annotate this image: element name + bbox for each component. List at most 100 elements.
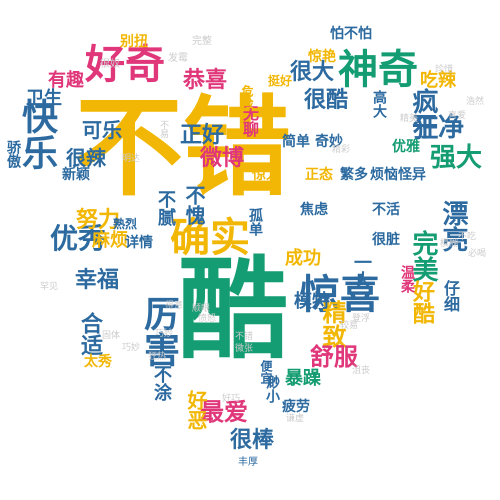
word-22: 很酷 [304,88,349,113]
word-77: 明达 [122,154,141,164]
word-20: 干净 [412,113,465,143]
word-7: 惊喜 [300,272,380,318]
word-69: 渺小 [264,375,280,403]
word-92: 愤怒 [198,314,217,324]
word-78: 不易 [158,120,168,138]
word-57: 不活 [372,202,400,218]
word-31: 麻烦 [92,230,128,251]
word-23: 合适 [77,312,102,356]
word-51: 挺好 [268,74,293,88]
word-58: 很脏 [372,232,400,248]
word-60: 孤单 [247,208,263,236]
word-94: 罕见 [40,282,59,292]
word-29: 吃辣 [420,70,456,91]
word-85: 狂热 [148,352,167,362]
word-76: 喜爱 [448,111,467,121]
word-50: 惊艳 [308,49,336,65]
word-40: 好酷 [409,280,434,324]
word-91: 得意 [165,301,184,311]
word-55: 怪异 [398,167,426,183]
word-73: 很奴 [100,59,120,70]
word-52: 危险 [240,85,254,109]
word-4: 神奇 [338,47,418,93]
word-3: 好奇 [85,42,165,88]
word-9: 恭喜 [183,68,228,93]
word-10: 精致 [318,300,346,348]
word-89: 沮丧 [352,366,371,376]
word-59: 正态 [305,167,333,183]
word-65: 怕不怕 [330,26,372,42]
word-30: 努力 [76,208,121,233]
word-26: 很棒 [230,428,275,453]
word-1: 酷 [178,246,288,374]
word-82: 必喝 [468,249,487,259]
word-86: 巧妙 [122,343,141,353]
word-98: 不错 [235,332,254,342]
word-19: 强大 [430,143,483,173]
word-0: 不错 [75,86,292,211]
word-21: 舒服 [310,343,358,371]
word-11: 很大 [290,60,335,85]
word-95: 不吃 [458,232,477,242]
word-8: 优秀 [50,222,107,255]
word-12: 疯狂 [408,88,438,140]
word-45: 不涂 [151,365,172,401]
word-6: 厉害 [138,295,179,367]
word-67: 温柔 [399,265,415,293]
word-71: 发霉 [168,53,188,64]
word-15: 幸福 [75,268,120,293]
word-68: 便宜 [259,360,273,384]
word-24: 可乐 [82,118,122,142]
word-90: 好巧 [222,394,241,404]
word-25: 很辣 [66,146,106,170]
word-83: 登浮 [352,314,371,324]
word-87: 微张 [235,344,254,354]
word-17: 完美 [408,230,438,282]
word-53: 惊人 [252,167,280,183]
word-84: 较易 [340,321,359,331]
word-18: 漂亮 [438,200,468,252]
word-97: 巧妙 [155,329,174,339]
word-74: 珍惜 [435,65,454,75]
word-33: 不愧 [182,185,206,225]
word-80: 精美 [400,114,419,124]
word-13: 正好 [180,123,225,148]
word-34: 成功 [285,248,321,269]
word-79: 固体 [102,331,121,341]
word-2: 确实 [170,215,250,261]
word-44: 好恶 [184,390,208,430]
word-28: 卫生 [26,88,62,109]
word-42: 仔细 [441,280,460,312]
word-16: 最爱 [200,398,248,426]
word-72: 完整 [192,36,212,47]
word-37: 暴躁 [285,368,321,389]
word-54: 烦恼 [370,167,398,183]
word-81: 模糊 [440,239,459,249]
word-96: 精彩 [332,145,351,155]
word-48: 奇妙 [315,134,343,150]
word-62: 熟烈 [113,217,138,231]
word-38: 疲劳 [282,399,310,415]
word-66: 骄傲 [5,140,21,168]
word-43: 太秀 [84,354,112,370]
word-47: 高大 [371,90,387,118]
word-56: 焦虑 [300,202,328,218]
word-41: 优雅 [392,139,420,155]
word-49: 简单 [282,134,310,150]
word-46: 无聊 [240,105,259,137]
word-5: 快乐 [16,98,57,170]
word-14: 微博 [200,146,245,171]
word-63: 新颖 [62,167,90,183]
word-61: 详情 [125,235,153,251]
word-70: 丰厚 [238,457,258,468]
word-27: 有趣 [48,70,84,91]
word-35: 模特 [294,291,330,312]
word-39: 繁多 [340,167,368,183]
word-88: 谦虚 [286,414,305,424]
word-36: 一大 [351,253,372,289]
word-64: 别扭 [120,34,148,50]
word-75: 浩然 [466,97,485,107]
word-93: 顺眼 [192,304,211,314]
word-32: 不腻 [155,190,176,226]
